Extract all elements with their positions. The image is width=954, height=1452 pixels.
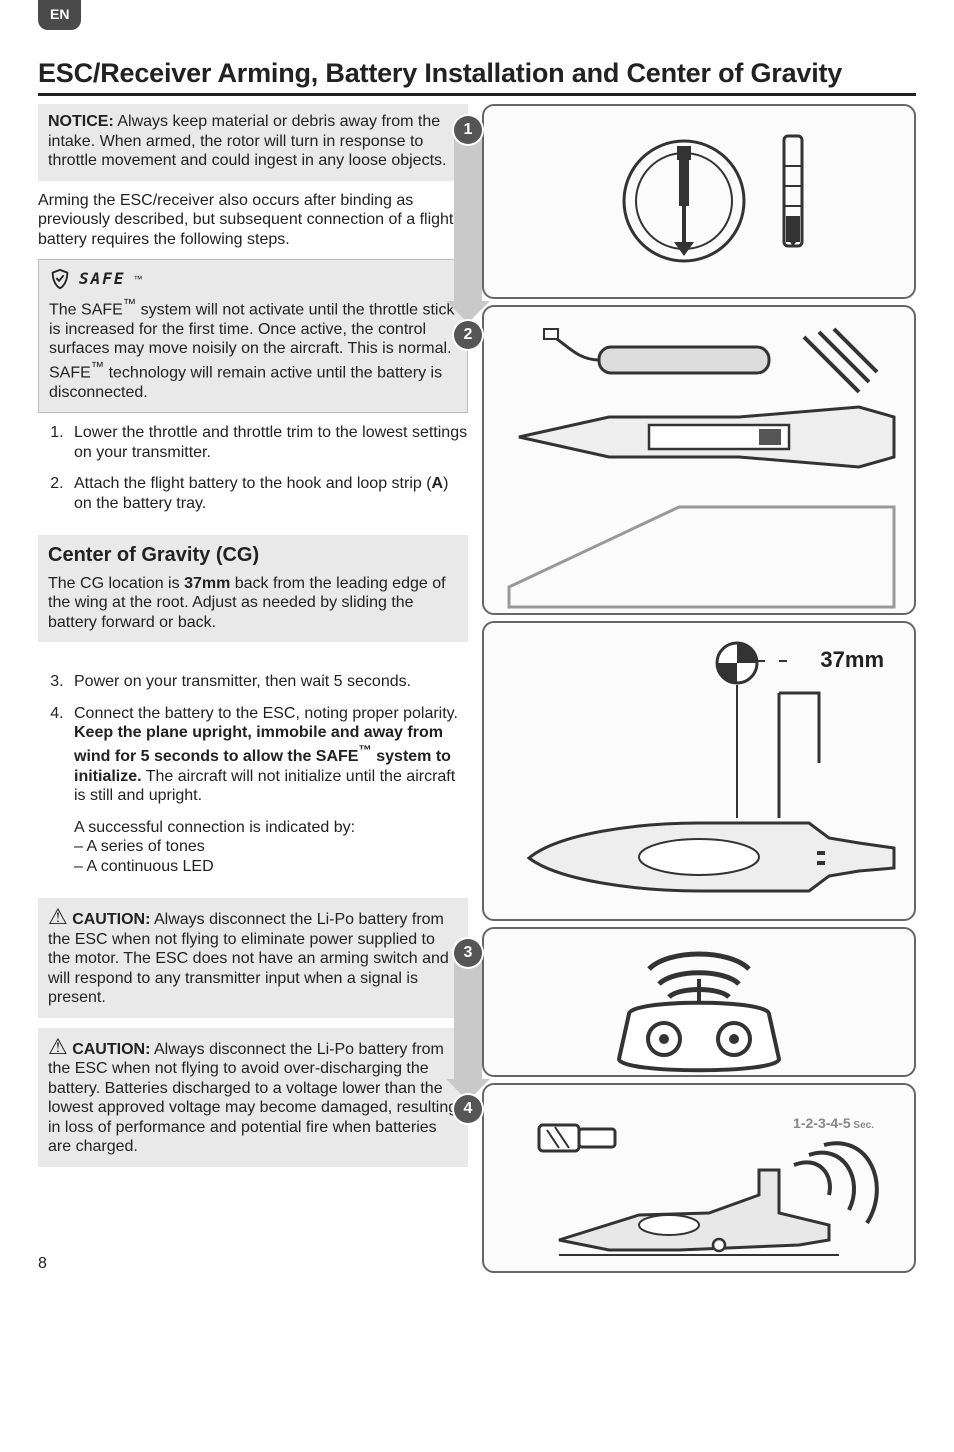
- caution-box-1: ⚠ CAUTION: Always disconnect the Li-Po b…: [38, 898, 468, 1018]
- caution2-text: Always disconnect the Li-Po battery from…: [48, 1041, 457, 1156]
- figure-3: 3: [482, 927, 916, 1077]
- step4-ok2: – A continuous LED: [74, 857, 468, 877]
- lang-tab: EN: [38, 0, 81, 30]
- step-1: Lower the throttle and throttle trim to …: [68, 423, 468, 462]
- cg-box: Center of Gravity (CG) The CG location i…: [38, 535, 468, 642]
- warning-icon: ⚠: [48, 1034, 68, 1059]
- countdown-text: 1-2-3-4-5 Sec.: [793, 1115, 874, 1131]
- cg-title: Center of Gravity (CG): [48, 543, 458, 567]
- step4-ok: A successful connection is indicated by:: [74, 818, 468, 838]
- cg-value: 37mm: [184, 575, 230, 592]
- battery-install-diagram: [484, 307, 914, 617]
- step4-ok1: – A series of tones: [74, 837, 468, 857]
- steps-list-a: Lower the throttle and throttle trim to …: [38, 423, 468, 525]
- safe-text-c: technology will remain active until the …: [49, 364, 442, 401]
- caution1-lead: CAUTION:: [72, 911, 150, 928]
- flow-arrow-head: [446, 301, 490, 323]
- step-3: Power on your transmitter, then wait 5 s…: [68, 672, 468, 692]
- step-2: Attach the flight battery to the hook an…: [68, 474, 468, 513]
- notice-box: NOTICE: Always keep material or debris a…: [38, 104, 468, 181]
- step-badge-2: 2: [454, 321, 482, 349]
- shield-icon: [49, 268, 71, 290]
- safe-word: SAFE: [79, 269, 126, 289]
- connect-battery-diagram: [484, 1085, 914, 1275]
- figure-cg: 37mm: [482, 621, 916, 921]
- page-title: ESC/Receiver Arming, Battery Installatio…: [38, 58, 916, 89]
- figure-4: 4 1-2-3-4-5 Sec.: [482, 1083, 916, 1273]
- transmitter-sticks-icon: [484, 106, 914, 301]
- cg-measurement-label: 37mm: [820, 647, 884, 673]
- step-badge-4: 4: [454, 1095, 482, 1123]
- transmitter-on-icon: [484, 929, 914, 1079]
- page-number: 8: [38, 1255, 47, 1273]
- warning-icon: ⚠: [48, 904, 68, 929]
- safe-logo: SAFE™: [49, 268, 457, 290]
- figure-1: 1: [482, 104, 916, 299]
- flow-arrow: [454, 134, 482, 301]
- safe-box: SAFE™ The SAFE™ system will not activate…: [38, 259, 468, 413]
- safe-tm1: ™: [123, 296, 136, 311]
- cg-text-a: The CG location is: [48, 575, 184, 592]
- step-badge-3: 3: [454, 939, 482, 967]
- right-column: 1: [482, 104, 916, 1273]
- safe-text-a: The SAFE: [49, 301, 123, 318]
- intro-text: Arming the ESC/receiver also occurs afte…: [38, 191, 468, 250]
- caution2-lead: CAUTION:: [72, 1041, 150, 1058]
- notice-lead: NOTICE:: [48, 113, 114, 130]
- step-badge-1: 1: [454, 116, 482, 144]
- flow-arrow: [454, 957, 482, 1081]
- caution-box-2: ⚠ CAUTION: Always disconnect the Li-Po b…: [38, 1028, 468, 1167]
- step-4: Connect the battery to the ESC, noting p…: [68, 704, 468, 876]
- figure-2: 2: [482, 305, 916, 615]
- title-rule: [38, 93, 916, 96]
- steps-list-b: Power on your transmitter, then wait 5 s…: [38, 672, 468, 888]
- left-column: NOTICE: Always keep material or debris a…: [38, 104, 468, 1273]
- safe-tm2: ™: [91, 359, 104, 374]
